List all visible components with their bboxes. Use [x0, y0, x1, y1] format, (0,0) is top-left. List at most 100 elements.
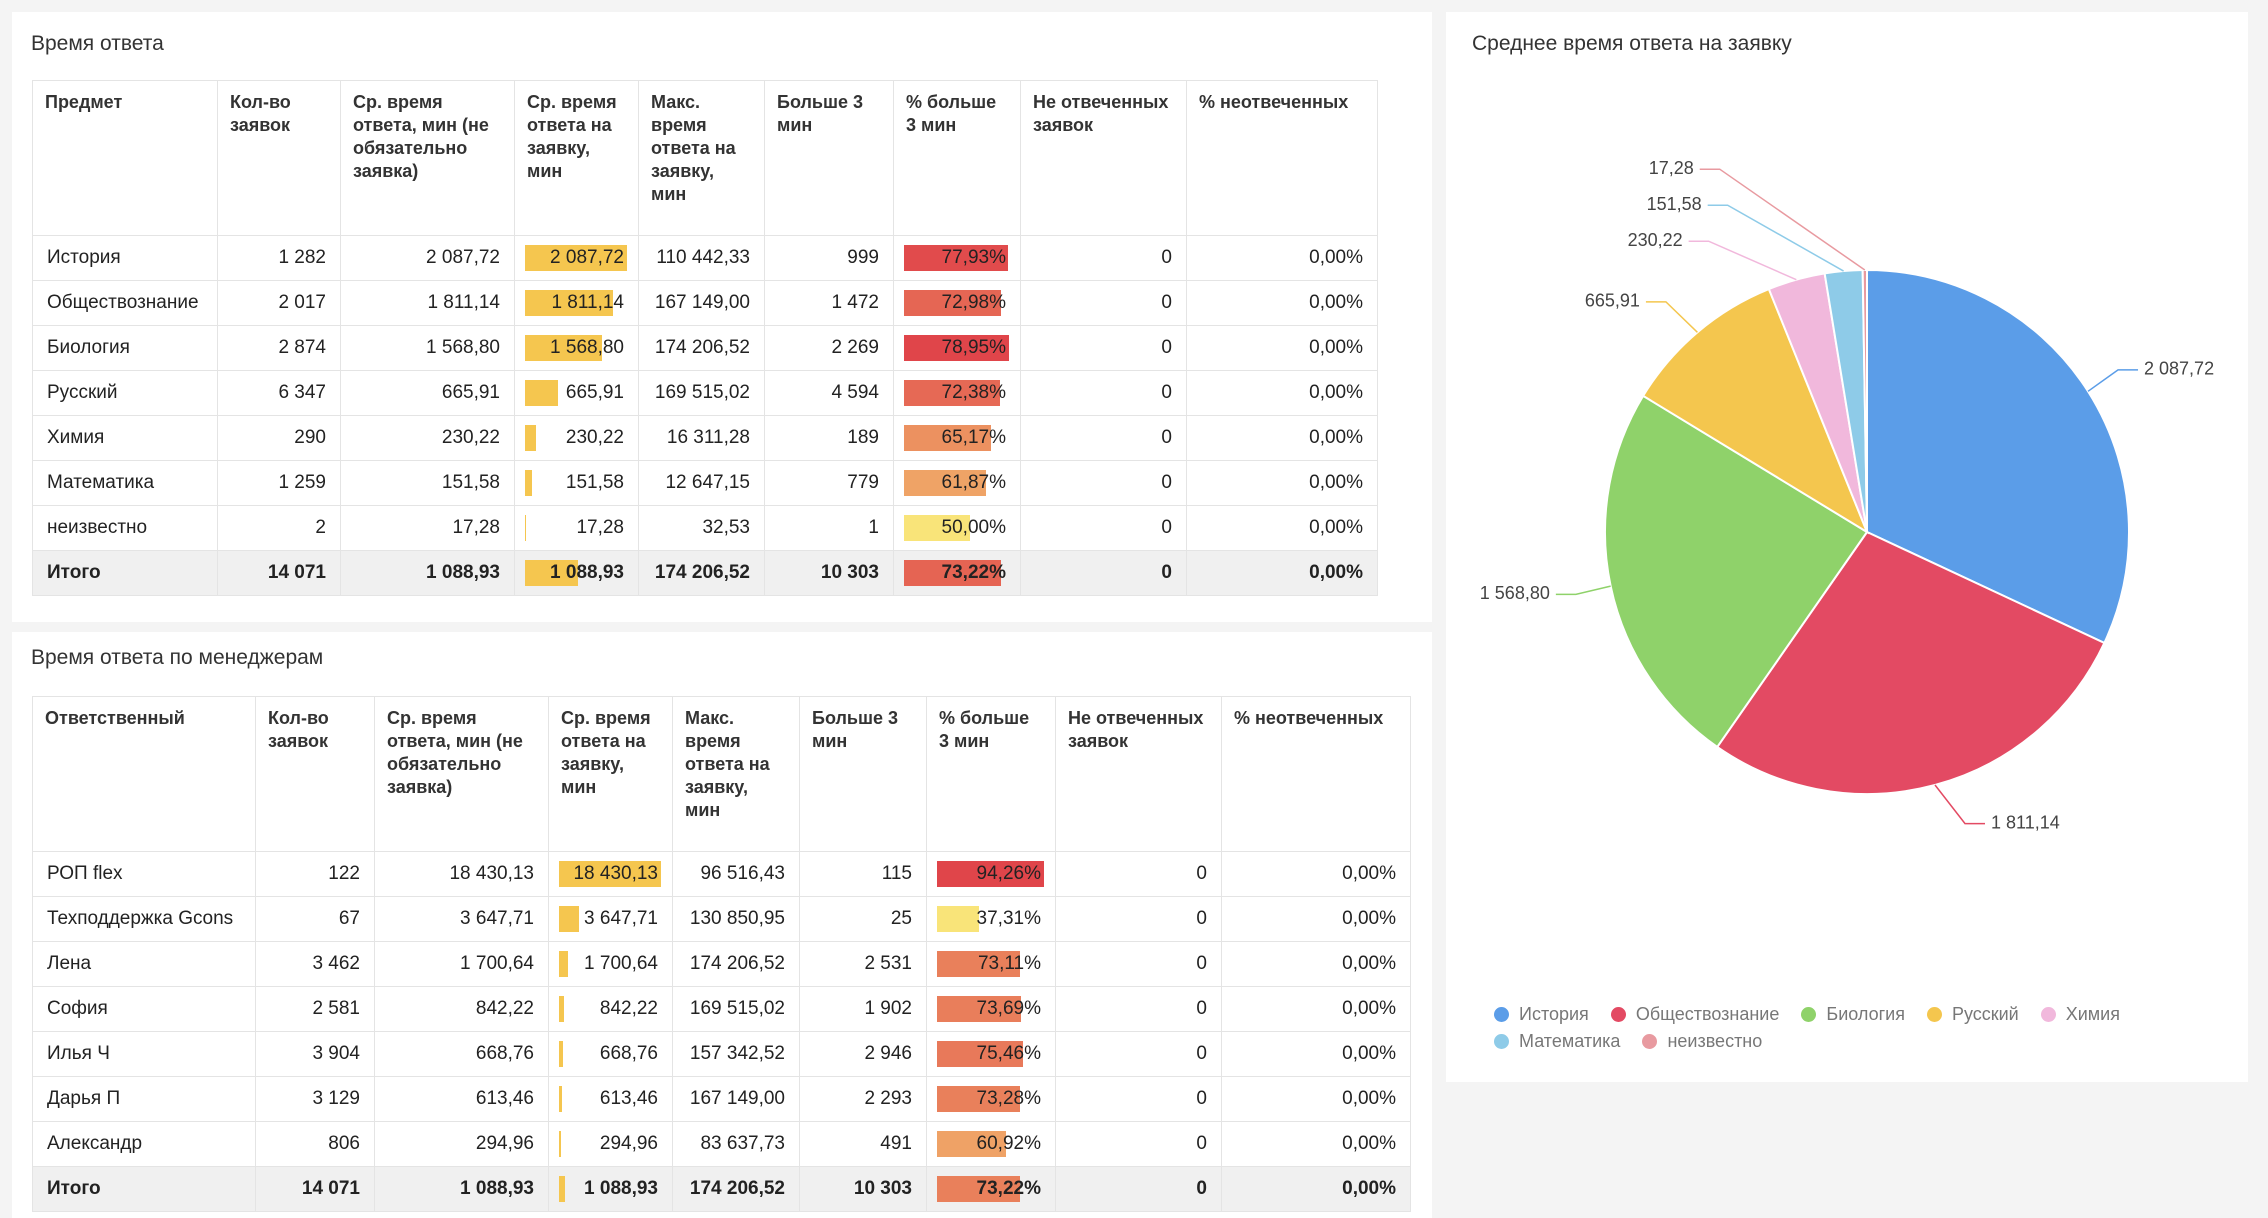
legend-label: Русский	[1951, 1004, 2019, 1024]
cell: 1 568,80	[514, 325, 639, 371]
cell-text: Илья Ч	[47, 1043, 110, 1064]
cell-text: 491	[880, 1133, 912, 1154]
cell: 0	[1020, 415, 1187, 461]
cell-text: 0	[1196, 1043, 1207, 1064]
cell-text: 613,46	[599, 1088, 658, 1109]
cell-text: 110 442,33	[656, 247, 750, 268]
cell-bar	[937, 1131, 1007, 1157]
cell: Биология	[32, 325, 218, 371]
cell-text: 77,93%	[941, 247, 1006, 268]
cell-text: 18 430,13	[573, 863, 658, 884]
cell: 294,96	[548, 1121, 673, 1167]
cell: Русский	[32, 370, 218, 416]
column-header: Ср. время ответа, мин (не обязательно за…	[340, 80, 515, 236]
cell-text: 1 282	[278, 247, 326, 268]
row: неизвестно 2 17,28 17,28 32,53 1 50,00% 0 0,00%	[32, 505, 1378, 551]
cell-text: 6 347	[278, 382, 326, 403]
cell-text: 613,46	[475, 1088, 534, 1109]
pie-chart: 2 087,72 1 811,14 1 568,80 665,91 230,22 151,…	[1480, 158, 2214, 832]
total-row: Итого 14 071 1 088,93 1 088,93 174 206,52 10 …	[32, 1166, 1411, 1212]
cell: 2 531	[799, 941, 927, 987]
cell-text: История	[47, 247, 121, 268]
cell-text: 806	[328, 1133, 360, 1154]
cell-text: 122	[328, 863, 360, 884]
cell-bar	[904, 425, 991, 451]
cell: 668,76	[374, 1031, 549, 1077]
cell: неизвестно	[32, 505, 218, 551]
cell-text: 4 594	[831, 382, 879, 403]
cell-text: 0,00%	[1342, 908, 1396, 929]
cell-text: 0,00%	[1309, 247, 1363, 268]
cell-text: 0,00%	[1309, 427, 1363, 448]
cell: 2 293	[799, 1076, 927, 1122]
cell-text: 37,31%	[976, 908, 1041, 929]
cell-text: 1	[868, 517, 879, 538]
cell-text: 2 017	[278, 292, 326, 313]
cell-bar	[904, 245, 1008, 271]
row: История 1 282 2 087,72 2 087,72 110 442,33 99…	[32, 235, 1378, 281]
legend-label: Химия	[2065, 1004, 2120, 1024]
cell: 613,46	[548, 1076, 673, 1122]
cell-text: 167 149,00	[654, 292, 750, 313]
cell-text: 67	[338, 908, 360, 929]
cell: 2 946	[799, 1031, 927, 1077]
cell: 0	[1055, 1031, 1222, 1077]
cell: 999	[764, 235, 894, 281]
cell-text: 73,69%	[976, 998, 1041, 1019]
cell: 174 206,52	[638, 550, 765, 596]
cell-text: 73,28%	[976, 1088, 1041, 1109]
cell-text: 65,17%	[941, 427, 1006, 448]
cell-text: 0,00%	[1342, 1088, 1396, 1109]
cell: 17,28	[340, 505, 515, 551]
cell-text: 25	[890, 908, 912, 929]
cell: 169 515,02	[672, 986, 800, 1032]
row: РОП flex 122 18 430,13 18 430,13 96 516,43 11…	[32, 851, 1411, 897]
leader-line	[1645, 301, 1698, 333]
cell-text: 0	[1161, 472, 1172, 493]
column-header: Кол-во заявок	[255, 696, 375, 852]
cell-text: Александр	[47, 1133, 143, 1154]
cell: 2 581	[255, 986, 375, 1032]
cell: 0	[1020, 370, 1187, 416]
cell-text: 94,26%	[976, 863, 1041, 884]
cell-text: 0,00%	[1309, 292, 1363, 313]
table-title: Время ответа по менеджерам	[31, 646, 324, 669]
cell: 0	[1055, 986, 1222, 1032]
cell-text: 83 637,73	[700, 1133, 785, 1154]
cell-text: 0,00%	[1309, 382, 1363, 403]
cell-text: Итого	[47, 562, 101, 583]
cell-text: 294,96	[599, 1133, 658, 1154]
cell: 12 647,15	[638, 460, 765, 506]
cell-text: 2 293	[864, 1088, 912, 1109]
data-label: 665,91	[1585, 291, 1640, 311]
cell: 10 303	[764, 550, 894, 596]
cell: 806	[255, 1121, 375, 1167]
cell-bar	[525, 380, 558, 406]
cell: 0,00%	[1221, 941, 1411, 987]
cell-text: 0,00%	[1342, 863, 1396, 884]
cell: 0,00%	[1186, 505, 1378, 551]
cell-text: 0	[1161, 427, 1172, 448]
cell-text: 0,00%	[1309, 562, 1363, 583]
cell-bar	[904, 515, 971, 541]
cell-text: 0	[1196, 1133, 1207, 1154]
cell-text: 294,96	[475, 1133, 534, 1154]
cell: 16 311,28	[638, 415, 765, 461]
cell: 2	[217, 505, 341, 551]
cell: Математика	[32, 460, 218, 506]
cell: 94,26%	[926, 851, 1056, 897]
legend-item: Обществознание	[1610, 1004, 1779, 1025]
cell-text: 1 088,93	[426, 562, 500, 583]
cell-text: 2 874	[278, 337, 326, 358]
cell-bar	[904, 335, 1009, 361]
cell: 3 904	[255, 1031, 375, 1077]
legend-item: История	[1494, 1004, 1589, 1025]
cell-text: 0,00%	[1342, 1043, 1396, 1064]
cell: 668,76	[548, 1031, 673, 1077]
cell-text: 12 647,15	[665, 472, 750, 493]
row: Александр 806 294,96 294,96 83 637,73 491 60,9…	[32, 1121, 1411, 1167]
row: Математика 1 259 151,58 151,58 12 647,15 779 6…	[32, 460, 1378, 506]
cell: 1 088,93	[514, 550, 639, 596]
cell: 1 088,93	[340, 550, 515, 596]
cell-text: Итого	[47, 1178, 101, 1199]
